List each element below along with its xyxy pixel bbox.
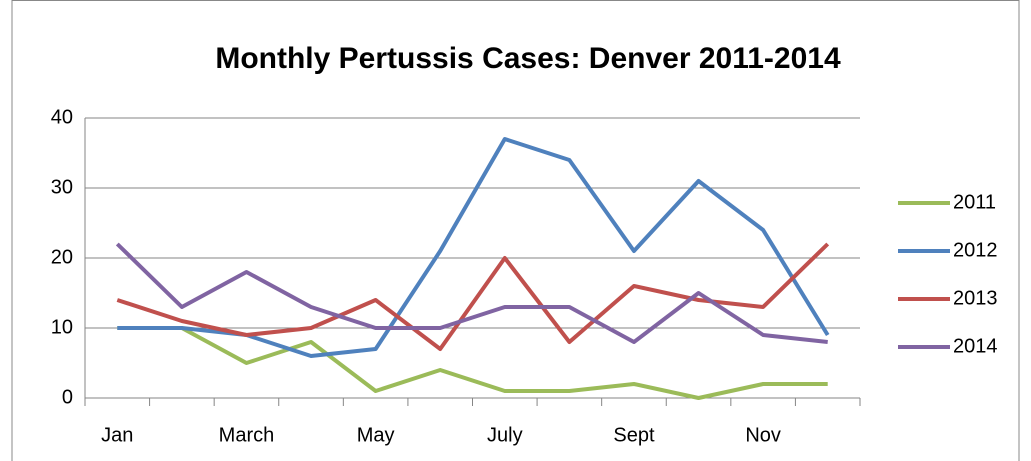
legend-label: 2012 [953, 239, 998, 261]
x-tick-label: March [219, 424, 275, 446]
series-line [117, 326, 828, 400]
chart-frame [11, 0, 1020, 461]
legend-label: 2011 [953, 191, 996, 213]
x-tick-label: Nov [745, 424, 781, 446]
series-line [115, 242, 828, 344]
legend-label: 2014 [953, 335, 998, 357]
y-tick-label: 0 [62, 386, 73, 408]
x-tick-label: Sept [613, 424, 655, 446]
y-tick-label: 20 [51, 246, 73, 268]
legend-label: 2013 [953, 287, 998, 309]
x-tick-label: July [487, 424, 523, 446]
y-tick-label: 40 [51, 106, 73, 128]
x-tick-label: Jan [101, 424, 133, 446]
x-tick-label: May [357, 424, 395, 446]
y-tick-label: 10 [51, 316, 73, 338]
y-tick-label: 30 [51, 176, 73, 198]
chart-title: Monthly Pertussis Cases: Denver 2011-201… [215, 42, 841, 75]
